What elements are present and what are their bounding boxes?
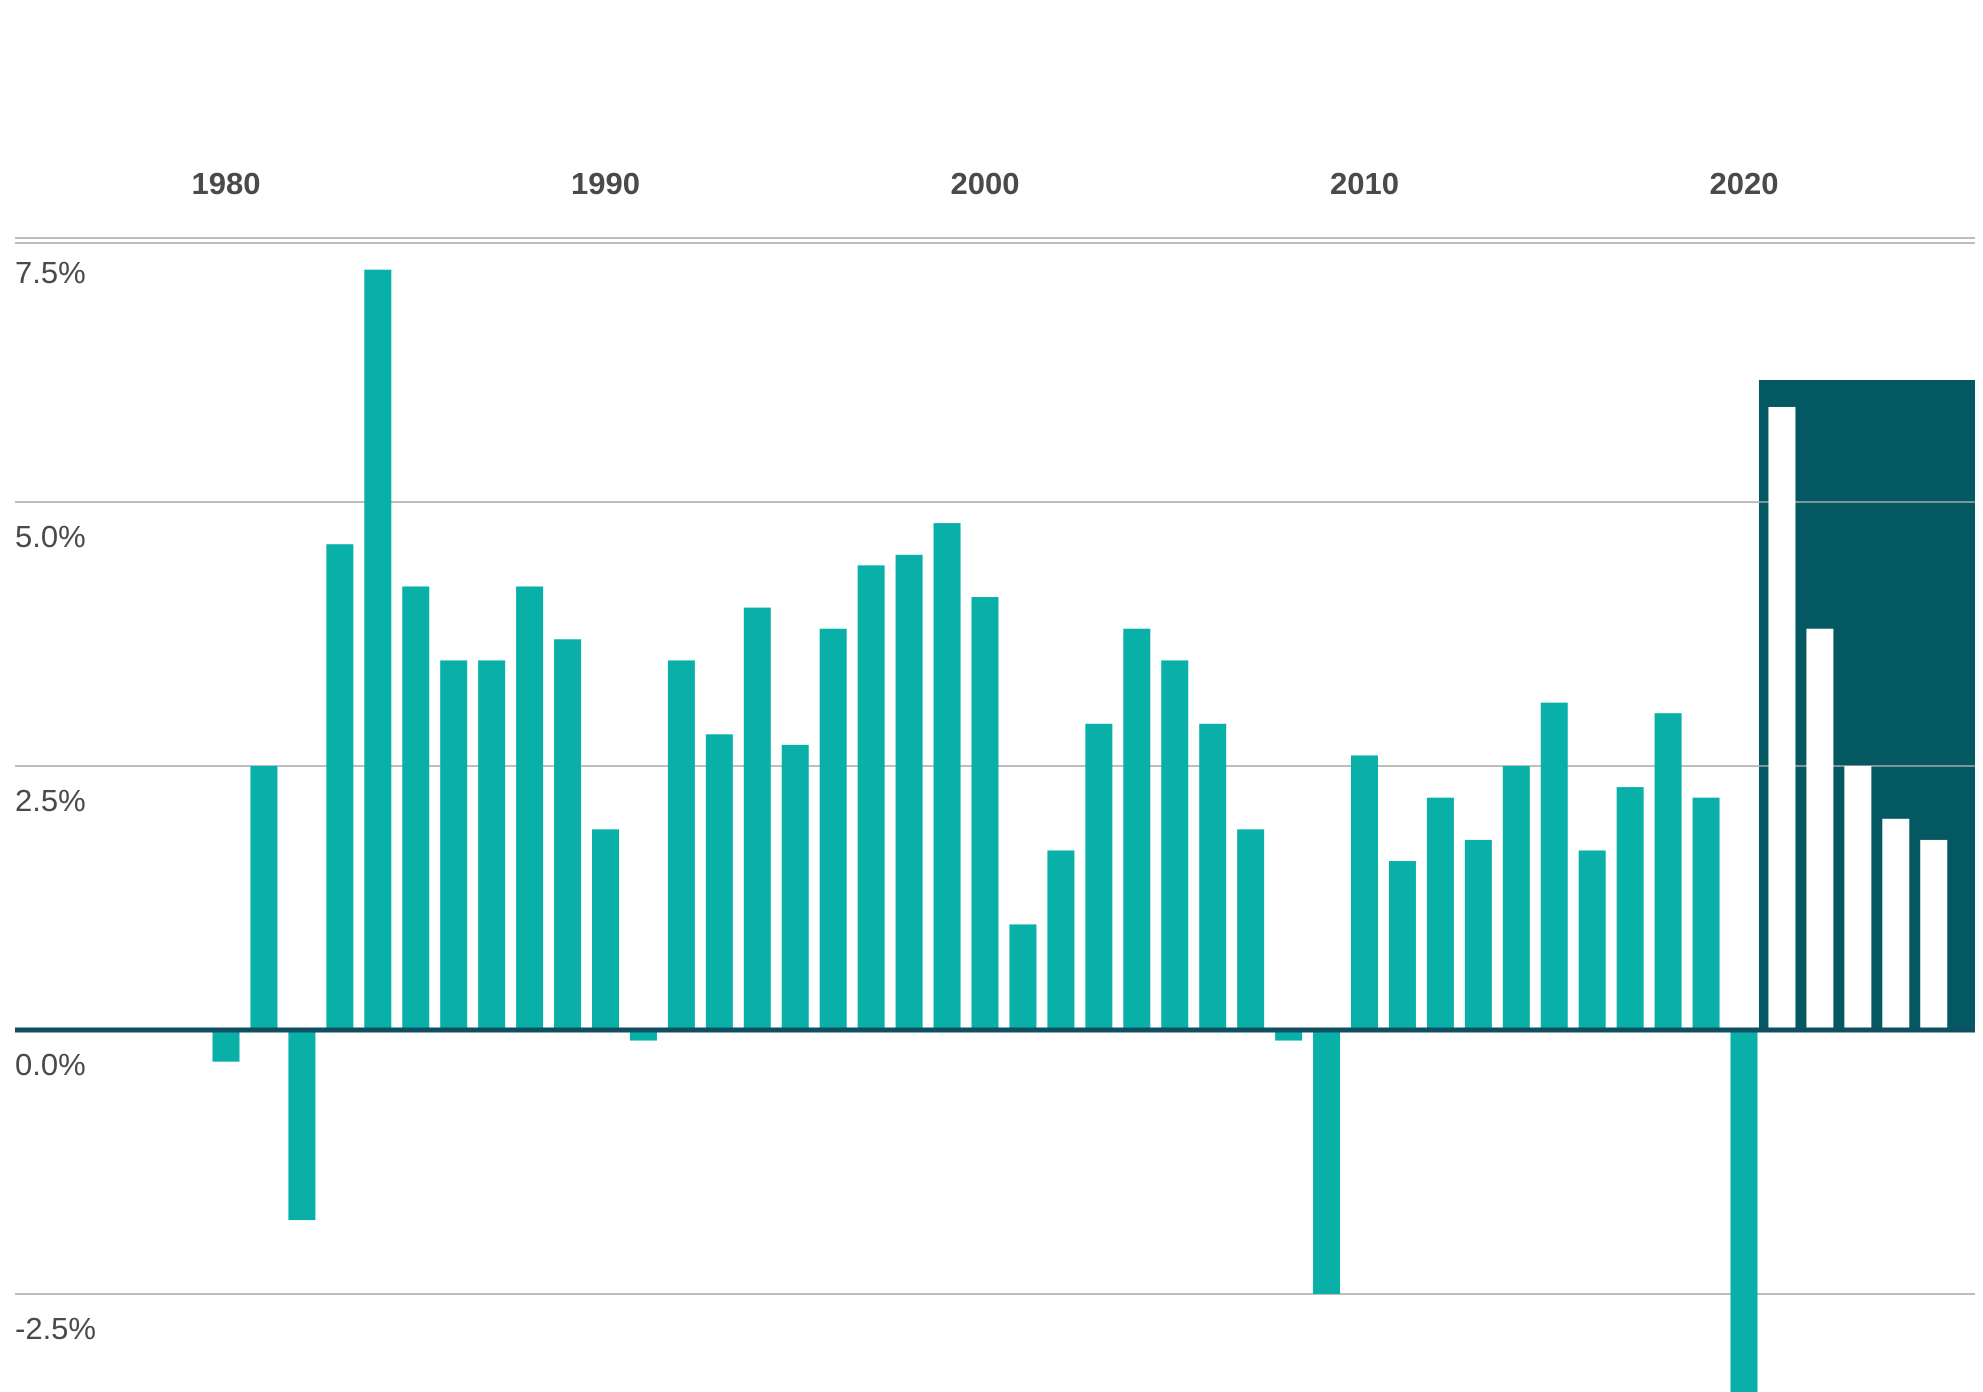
bar-2007 (1237, 829, 1265, 1030)
bar-2019 (1692, 797, 1720, 1030)
bar-2023 (1844, 766, 1872, 1030)
bar-2003 (1085, 723, 1113, 1030)
bar-2015 (1540, 702, 1568, 1030)
bar-2024 (1882, 818, 1910, 1030)
bar-1985 (402, 586, 430, 1030)
bar-2006 (1199, 723, 1227, 1030)
bar-1986 (440, 660, 468, 1030)
bar-1995 (781, 744, 809, 1030)
bar-1993 (705, 734, 733, 1030)
y-tick-label: 0.0% (15, 1047, 86, 1082)
bar-2013 (1464, 839, 1492, 1030)
bar-2009 (1313, 1030, 1341, 1294)
bar-2018 (1654, 713, 1682, 1030)
bar-2010 (1351, 755, 1378, 1030)
bar-1990 (592, 829, 619, 1030)
y-tick-label: 2.5% (15, 783, 86, 818)
bar-2016 (1578, 850, 1606, 1030)
y-tick-label: 7.5% (15, 255, 86, 290)
bar-1997 (857, 565, 885, 1030)
bar-2022 (1806, 628, 1834, 1030)
y-tick-label: 5.0% (15, 519, 86, 554)
bar-2005 (1161, 660, 1189, 1030)
bar-1994 (743, 607, 771, 1030)
x-tick-label: 2010 (1330, 166, 1399, 201)
x-tick-label: 1980 (192, 166, 261, 201)
bar-2011 (1388, 861, 1416, 1030)
bar-1987 (478, 660, 506, 1030)
bar-1999 (933, 523, 961, 1030)
y-tick-label: -2.5% (15, 1311, 96, 1346)
bar-1983 (326, 544, 354, 1030)
bar-2025 (1920, 839, 1948, 1030)
bar-2012 (1426, 797, 1454, 1030)
bar-1991 (629, 1030, 657, 1041)
bar-2004 (1123, 628, 1151, 1030)
bar-1982 (288, 1030, 316, 1221)
bar-2020 (1730, 1030, 1758, 1392)
bar-1998 (895, 554, 923, 1030)
x-tick-label: 1990 (571, 166, 640, 201)
bar-1996 (819, 628, 847, 1030)
bar-1981 (250, 766, 278, 1030)
bar-1984 (364, 269, 392, 1030)
bar-1989 (554, 639, 582, 1030)
x-tick-label: 2000 (951, 166, 1020, 201)
bar-2021 (1768, 406, 1796, 1031)
bar-2001 (1009, 924, 1037, 1030)
bar-1980 (212, 1030, 240, 1062)
bar-2000 (971, 597, 999, 1030)
bar-2002 (1047, 850, 1075, 1030)
bar-2014 (1502, 766, 1530, 1030)
bar-2017 (1616, 787, 1644, 1030)
x-tick-label: 2020 (1710, 166, 1779, 201)
bar-1992 (667, 660, 695, 1030)
bar-1988 (516, 586, 544, 1030)
bar-2008 (1275, 1030, 1303, 1041)
